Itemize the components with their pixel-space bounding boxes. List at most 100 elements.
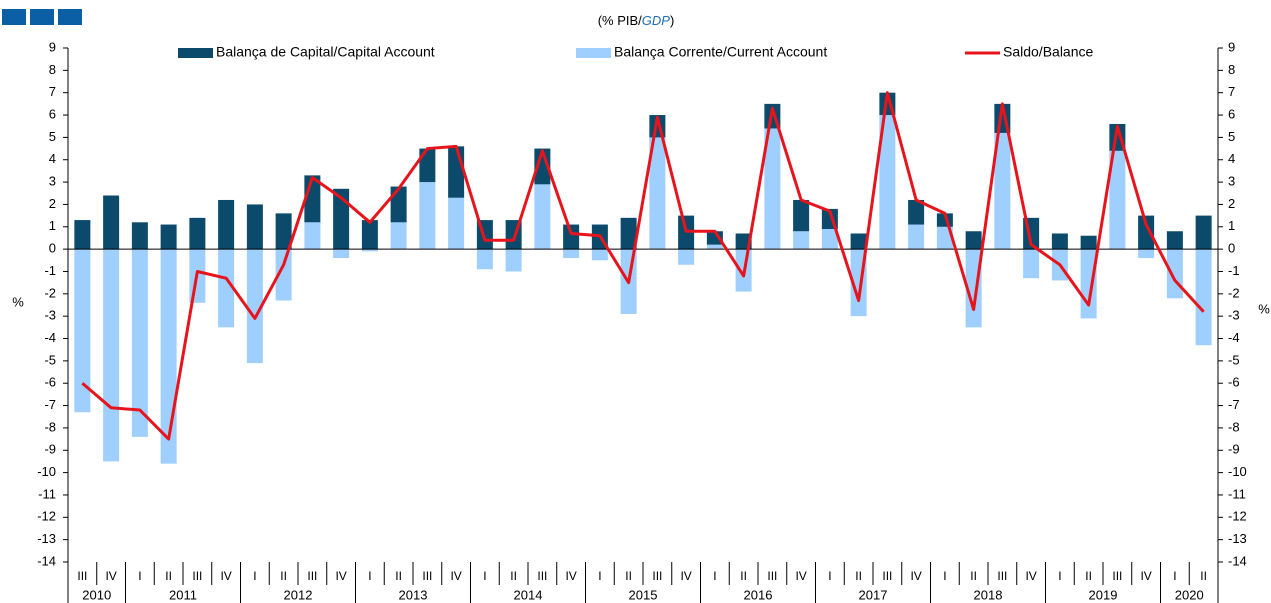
y-tick-label: 1 (49, 218, 56, 233)
bar (1080, 235, 1097, 250)
bar (793, 231, 810, 250)
bar (275, 249, 292, 301)
y2-tick-label: 6 (1228, 106, 1235, 121)
x-tick-label: I (598, 569, 601, 583)
bar (275, 213, 292, 250)
bar (1051, 233, 1068, 250)
y-tick-label: -7 (44, 397, 56, 412)
y-tick-label: 7 (49, 84, 56, 99)
bar (706, 231, 723, 245)
x-tick-label: IV (565, 569, 576, 583)
year-label: 2012 (284, 587, 313, 602)
bar (189, 217, 206, 250)
bar (936, 226, 953, 250)
bar (994, 132, 1011, 250)
x-tick-label: I (1173, 569, 1176, 583)
y2-tick-label: 7 (1228, 84, 1235, 99)
legend-label: Balança de Capital/Capital Account (216, 44, 435, 60)
x-tick-label: IV (105, 569, 116, 583)
bar (74, 220, 91, 250)
x-tick-label: III (767, 569, 777, 583)
y-tick-label: -14 (37, 553, 56, 568)
y-tick-label: -6 (44, 375, 56, 390)
x-tick-label: III (307, 569, 317, 583)
y2-tick-label: -4 (1228, 330, 1240, 345)
y2-tick-label: -6 (1228, 375, 1240, 390)
bar (390, 222, 407, 250)
x-tick-label: IV (335, 569, 346, 583)
legend-swatch (576, 48, 611, 58)
y2-tick-label: -3 (1228, 308, 1240, 323)
y2-tick-label: -10 (1228, 464, 1247, 479)
legend-label: Saldo/Balance (1003, 44, 1094, 60)
y-tick-label: -13 (37, 531, 56, 546)
x-tick-label: IV (450, 569, 461, 583)
y-tick-label: 3 (49, 174, 56, 189)
y-tick-label: -9 (44, 442, 56, 457)
year-label: 2015 (629, 587, 658, 602)
bar (476, 249, 493, 270)
y2-tick-label: -14 (1228, 553, 1247, 568)
y-tick-label: -11 (38, 486, 56, 501)
x-tick-label: IV (220, 569, 231, 583)
y2-tick-label: -1 (1228, 263, 1240, 278)
x-tick-label: II (855, 569, 862, 583)
bar (678, 249, 695, 265)
bar (534, 184, 551, 250)
y2-tick-label: 0 (1228, 241, 1235, 256)
legend-label: Balança Corrente/Current Account (614, 44, 827, 60)
y-axis-label: % (12, 294, 24, 309)
bar (1195, 249, 1212, 346)
y-tick-label: 9 (49, 39, 56, 54)
title-part: GDP (642, 13, 671, 28)
bar (103, 249, 120, 462)
y-tick-label: -8 (44, 419, 56, 434)
bar (448, 146, 465, 198)
bar (103, 195, 120, 250)
y-tick-label: 8 (49, 62, 56, 77)
logo-block (2, 9, 26, 25)
bar (246, 249, 263, 364)
bar (1023, 249, 1040, 279)
y-tick-label: -10 (37, 464, 56, 479)
bar (419, 148, 436, 183)
y2-tick-label: 3 (1228, 174, 1235, 189)
y-tick-label: 4 (49, 151, 56, 166)
bar (1138, 249, 1155, 259)
y2-tick-label: 9 (1228, 39, 1235, 54)
bar (1080, 249, 1097, 319)
bar (850, 233, 867, 250)
x-tick-label: IV (1025, 569, 1036, 583)
x-tick-label: III (537, 569, 547, 583)
x-tick-label: III (882, 569, 892, 583)
balance-line (81, 91, 1205, 441)
year-label: 2019 (1089, 587, 1118, 602)
bar (1166, 249, 1183, 299)
y2-tick-label: -12 (1228, 509, 1247, 524)
title-part: (% PIB/ (598, 13, 642, 28)
x-tick-label: IV (680, 569, 691, 583)
y-tick-label: 2 (49, 196, 56, 211)
bar (361, 249, 378, 252)
y2-axis-label: % (1258, 301, 1270, 316)
bar (160, 224, 177, 250)
bar (218, 249, 235, 328)
x-tick-label: II (740, 569, 747, 583)
bar (218, 199, 235, 250)
year-label: 2013 (399, 587, 428, 602)
y2-tick-label: -7 (1228, 397, 1240, 412)
x-tick-label: I (943, 569, 946, 583)
year-label: 2020 (1175, 587, 1204, 602)
x-tick-label: I (138, 569, 141, 583)
x-tick-label: I (368, 569, 371, 583)
bar (649, 137, 666, 250)
y2-tick-label: 5 (1228, 129, 1235, 144)
bar (131, 222, 148, 250)
x-tick-label: II (510, 569, 517, 583)
title-part: ) (670, 13, 674, 28)
x-tick-label: II (395, 569, 402, 583)
bar (131, 249, 148, 437)
x-tick-label: III (422, 569, 432, 583)
bar (448, 197, 465, 250)
y2-tick-label: -5 (1228, 352, 1240, 367)
